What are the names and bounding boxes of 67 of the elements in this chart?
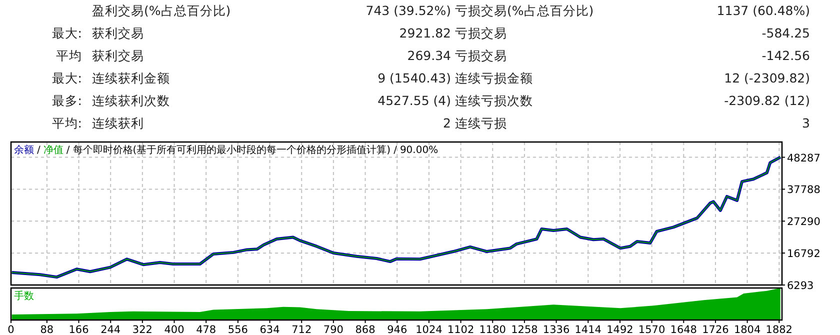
text: 743 (39.52%) [366,3,451,18]
text: 9 (1540.43) [378,70,451,86]
x-tick-label: 88 [40,324,54,335]
x-tick-label: 1414 [574,324,602,335]
x-tick-label: 166 [68,324,90,335]
text: 2 [443,116,451,130]
x-tick-label: 1570 [638,324,666,335]
x-tick-label: 1492 [606,324,634,335]
x-tick-label: 1024 [416,324,443,335]
text: 连续亏损次数 [455,93,533,108]
x-tick-label: 1726 [702,324,730,335]
y-tick-label: 16792 [787,248,820,260]
text: 连续获利金额 [92,70,170,86]
x-tick-label: 556 [228,324,248,335]
text: 净值 [43,144,64,156]
text: 最大: [52,70,82,86]
text: 3 [802,116,810,130]
text: 连续亏损 [455,116,507,130]
x-tick-label: 244 [100,324,121,335]
text: 最大: [52,26,82,40]
text: 最多: [52,93,82,108]
x-tick-label: 400 [164,324,184,335]
text: 盈利交易(%占总百分比) [92,3,231,18]
y-tick-label: 37788 [787,184,820,196]
annotation: / [66,145,70,156]
x-tick-label: 1102 [447,324,474,335]
y-tick-label: 27290 [787,216,820,228]
text: 平均: [52,116,82,130]
text: 1137 (60.48%) [716,3,810,18]
x-tick-label: 634 [260,324,280,335]
x-tick-label: 478 [196,324,216,335]
text: 连续亏损金额 [455,70,533,86]
text: 亏损交易 [455,48,507,63]
text: -584.25 [762,26,810,40]
annotation: 90.00% [400,145,438,156]
x-tick-label: 1336 [542,324,570,335]
x-tick-label: 790 [323,324,344,335]
text: -142.56 [762,48,810,63]
x-tick-label: 1648 [670,324,697,335]
annotation: / [37,145,41,156]
x-tick-label: 946 [387,324,408,335]
annotation: 每个即时价格(基于所有可利用的最小时段的每一个价格的分形插值计算) [72,144,391,156]
text: 2921.82 [399,26,451,40]
text: 连续获利次数 [92,93,170,108]
x-tick-label: 712 [292,324,312,335]
text: 12 (-2309.82) [724,70,810,86]
series-label: 手数 [14,290,34,302]
y-tick-label: 48287 [787,152,820,164]
x-tick-label: 322 [132,324,152,335]
text: 连续获利 [92,116,144,130]
x-tick-label: 868 [355,324,376,335]
text: 亏损交易(%占总百分比) [455,3,594,18]
text: 4527.55 (4) [378,93,451,108]
text: 平均 [56,48,82,63]
y-tick-label: 6293 [787,280,814,292]
x-tick-label: 0 [8,324,14,335]
text: 269.34 [407,48,451,63]
text: 获利交易 [92,26,144,40]
x-tick-label: 1258 [511,324,538,335]
text: -2309.82 (12) [724,93,810,108]
x-tick-label: 1804 [734,324,761,335]
x-tick-label: 1882 [766,324,793,335]
annotation: / [394,145,398,156]
text: 亏损交易 [455,26,507,40]
text: 余额 [14,144,34,156]
text: 获利交易 [92,48,144,63]
x-tick-label: 1180 [479,324,506,335]
